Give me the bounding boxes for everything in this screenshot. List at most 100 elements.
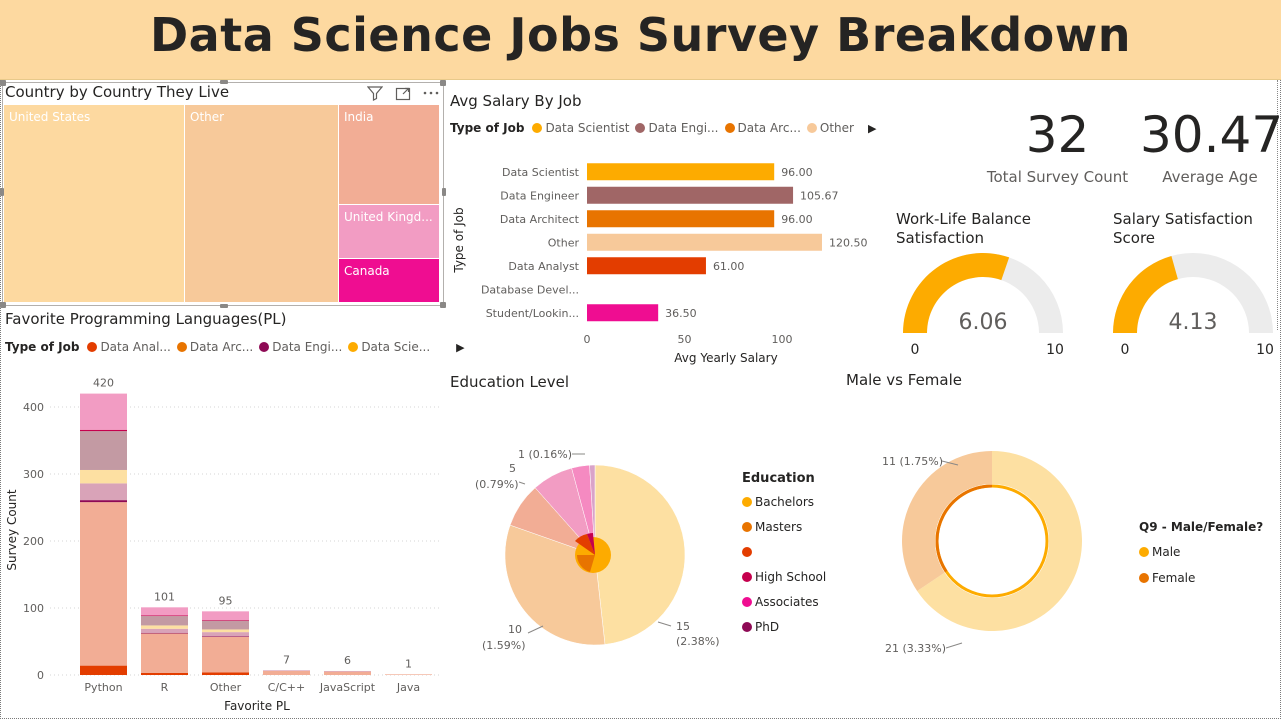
- bar-segment[interactable]: [202, 636, 249, 637]
- bar-segment[interactable]: [80, 429, 127, 432]
- bar[interactable]: [587, 186, 794, 204]
- donut-slice[interactable]: [902, 451, 992, 592]
- legend-item[interactable]: PhD: [742, 614, 826, 639]
- bar[interactable]: [587, 163, 775, 181]
- legend-item[interactable]: Data Anal...: [87, 340, 171, 354]
- data-label: 105.67: [800, 189, 839, 202]
- legend-next-arrow-icon[interactable]: ▶: [456, 340, 465, 354]
- bar-segment[interactable]: [141, 616, 188, 626]
- legend-label: Bachelors: [755, 494, 815, 509]
- header-banner: Data Science Jobs Survey Breakdown: [0, 0, 1281, 80]
- legend-dot: [742, 596, 752, 607]
- x-tick-label: Python: [84, 681, 122, 694]
- legend-item[interactable]: Bachelors: [742, 489, 826, 514]
- bar-segment[interactable]: [385, 674, 432, 675]
- treemap-visual-frame[interactable]: [0, 80, 446, 308]
- bar-segment[interactable]: [324, 671, 371, 675]
- focus-mode-icon[interactable]: [395, 85, 411, 105]
- legend-item[interactable]: Data Scie...: [348, 340, 430, 354]
- bar-segment[interactable]: [141, 632, 188, 634]
- bar[interactable]: [587, 210, 775, 228]
- resize-handle-right[interactable]: [442, 188, 446, 196]
- treemap-tile-united-kingdom[interactable]: United Kingd...: [339, 205, 439, 258]
- bar-segment[interactable]: [202, 611, 249, 621]
- treemap-tile-canada[interactable]: Canada: [339, 259, 439, 302]
- resize-handle-corner-tl[interactable]: [0, 80, 6, 86]
- legend-item[interactable]: High School: [742, 564, 826, 589]
- bar-segment[interactable]: [202, 672, 249, 675]
- legend-title: Type of Job: [450, 121, 525, 135]
- legend-dot: [176, 342, 187, 352]
- bar-segment[interactable]: [141, 628, 188, 633]
- bar-segment[interactable]: [263, 670, 310, 671]
- bar-segment[interactable]: [80, 469, 127, 484]
- legend-item[interactable]: Data Arc...: [176, 340, 253, 354]
- resize-handle-corner-br[interactable]: [440, 302, 446, 308]
- bar-segment[interactable]: [324, 670, 371, 672]
- legend-item[interactable]: Data Arc...: [724, 121, 801, 135]
- bar-segment[interactable]: [202, 629, 249, 633]
- filter-icon[interactable]: [366, 85, 384, 105]
- bar-segment[interactable]: [141, 625, 188, 629]
- data-label: 21 (3.33%): [885, 642, 946, 655]
- legend-label: Data Arc...: [737, 121, 801, 135]
- bar-segment[interactable]: [80, 393, 127, 430]
- kpi-total-survey-count: 32 Total Survey Count: [985, 110, 1130, 186]
- legend-item[interactable]: Associates: [742, 589, 826, 614]
- legend-item[interactable]: Other: [806, 121, 854, 135]
- bar-segment[interactable]: [141, 672, 188, 675]
- treemap-tile-other[interactable]: Other: [185, 105, 338, 302]
- donut-slice[interactable]: [917, 451, 1082, 631]
- legend-item[interactable]: Male: [1139, 539, 1263, 565]
- donut-inner-ring-female: [935, 484, 993, 573]
- gauge-title-work-life: Work-Life Balance Satisfaction: [896, 210, 1031, 248]
- treemap-tile-united-states[interactable]: United States: [4, 105, 184, 302]
- treemap-tile-india[interactable]: India: [339, 105, 439, 204]
- data-label: 1 (0.16%): [518, 448, 572, 461]
- bar-segment[interactable]: [141, 633, 188, 673]
- legend-item[interactable]: Data Engi...: [259, 340, 342, 354]
- bar-segment[interactable]: [263, 670, 310, 675]
- legend-next-arrow-icon[interactable]: ▶: [867, 121, 877, 135]
- data-label: 96.00: [781, 166, 813, 179]
- legend-label: Data Engi...: [272, 340, 343, 354]
- bar-segment[interactable]: [141, 615, 188, 617]
- resize-handle-corner-tr[interactable]: [440, 80, 446, 86]
- y-tick-label: Other: [548, 236, 580, 249]
- bar-segment[interactable]: [80, 483, 127, 501]
- bar-segment[interactable]: [202, 632, 249, 637]
- resize-handle-top[interactable]: [220, 80, 228, 84]
- legend-title: Q9 - Male/Female?: [1139, 520, 1264, 534]
- more-options-icon[interactable]: [422, 85, 440, 105]
- bar-segment[interactable]: [80, 500, 127, 503]
- bar-segment[interactable]: [202, 620, 249, 630]
- total-label: 1: [405, 657, 412, 670]
- y-tick-label: 400: [23, 401, 44, 414]
- pie-slice[interactable]: [589, 464, 596, 556]
- bar-segment[interactable]: [80, 665, 127, 675]
- bar-segment[interactable]: [141, 607, 188, 616]
- legend-label: High School: [755, 569, 827, 584]
- pie-slice[interactable]: [594, 464, 686, 645]
- right-edge-divider: [1277, 80, 1278, 330]
- bar-segment[interactable]: [80, 431, 127, 470]
- y-tick-label: 200: [23, 535, 44, 548]
- bar[interactable]: [587, 233, 822, 251]
- bar-segment[interactable]: [80, 502, 127, 666]
- legend-item[interactable]: Data Engi...: [635, 121, 719, 135]
- x-axis-title: Favorite PL: [224, 699, 290, 713]
- legend-title: Type of Job: [5, 340, 80, 354]
- bar-segment[interactable]: [202, 620, 249, 621]
- legend-dot: [724, 123, 735, 133]
- bar[interactable]: [587, 304, 659, 322]
- bar[interactable]: [587, 257, 706, 275]
- data-label: 96.00: [781, 213, 813, 226]
- legend-item[interactable]: Masters: [742, 514, 826, 539]
- legend-item[interactable]: Data Scientist: [532, 121, 629, 135]
- legend-item[interactable]: [742, 539, 826, 564]
- bar-segment[interactable]: [202, 636, 249, 673]
- resize-handle-corner-bl[interactable]: [0, 302, 6, 308]
- resize-handle-bottom[interactable]: [220, 304, 228, 308]
- legend-item[interactable]: Female: [1139, 565, 1263, 591]
- resize-handle-left[interactable]: [0, 188, 4, 196]
